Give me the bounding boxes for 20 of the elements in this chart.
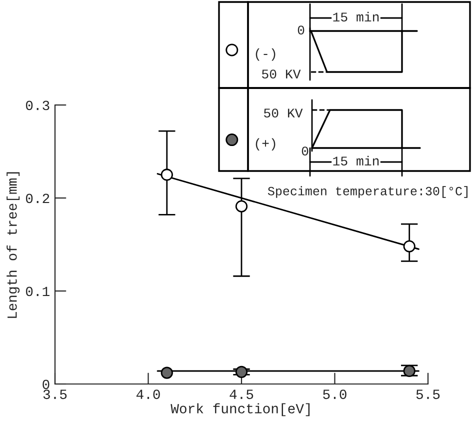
y-tick-label: 0.3 [26,100,50,110]
legend-label: (-) [256,48,276,61]
y-tick-label: 0.1 [26,286,50,296]
annotation: 0 [302,146,308,156]
x-tick-label: 5.5 [416,390,440,400]
x-tick-label: 3.5 [43,390,67,400]
x-tick-label: 5.0 [323,390,346,400]
annotation: Specimen temperature:30[°C] [268,186,468,198]
y-axis-title: Length of tree[mm] [6,172,20,318]
text: 15 min [333,12,379,22]
x-tick-label: 4.5 [230,390,254,400]
text: 50 KV [262,70,301,79]
annotation: 50 KV [264,108,303,118]
legend-label: (+) [256,138,276,150]
y-tick-label: 0 [42,380,50,390]
x-axis-title: Work function[eV] [170,403,310,416]
y-tick-label: 0.2 [26,194,50,204]
x-tick-label: 4.0 [136,390,160,400]
text: 0 [298,26,304,35]
annotation: 15 min [333,156,379,166]
